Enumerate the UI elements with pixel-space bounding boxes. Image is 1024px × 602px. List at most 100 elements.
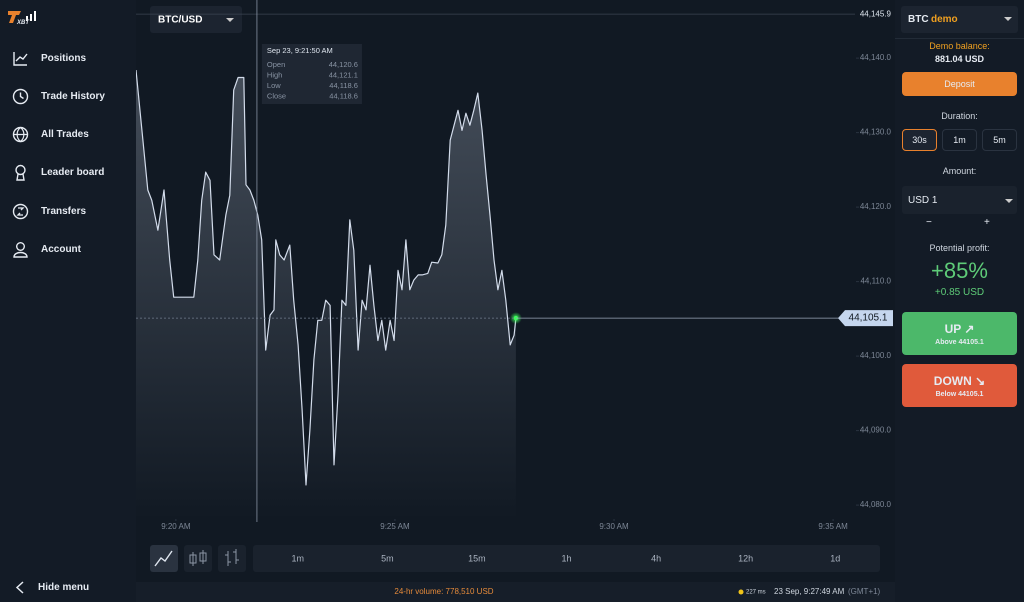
logo-mark (8, 11, 36, 23)
tooltip-value: 44,118.6 (329, 81, 358, 90)
profit-amount: +0.85 USD (934, 287, 985, 298)
tooltip-value: 44,118.6 (329, 91, 358, 100)
asset-select[interactable]: BTC demo (901, 6, 1018, 33)
amount-minus[interactable]: − (926, 217, 932, 228)
balance-label: Demo balance: (929, 41, 990, 51)
profit-percent: +85% (931, 258, 988, 283)
nav-item[interactable]: Positions (12, 48, 86, 68)
chart-type-bar[interactable] (218, 545, 246, 572)
nav-label: Transfers (41, 205, 87, 217)
x-tick-label: 9:35 AM (818, 522, 848, 531)
up-label: UP ↗ (944, 322, 975, 336)
deposit-button[interactable]: Deposit (902, 72, 1017, 96)
hide-menu-label: Hide menu (38, 581, 90, 593)
y-tick-label: 44,100.0 (860, 351, 892, 360)
logo-text: XBT (17, 20, 29, 26)
icon (12, 203, 29, 219)
price-tag-label: 44,105.1 (849, 313, 888, 324)
clock: 23 Sep, 9:27:49 AM (774, 587, 845, 596)
high-label: 44,145.9 (860, 9, 892, 18)
duration-option[interactable]: 1m (942, 129, 977, 151)
amount: USD 1 (908, 195, 938, 206)
nav-label: Positions (41, 52, 87, 64)
down-label: DOWN ↘ (933, 374, 986, 388)
account-type: demo (931, 14, 958, 25)
up-sub: Above 44105.1 (935, 339, 984, 346)
dropdown-icon (226, 18, 234, 22)
timeframe: 1m (292, 553, 305, 563)
down-sub: Below 44105.1 (935, 391, 984, 398)
timeframe: 4h (651, 553, 661, 563)
nav-label: Leader board (41, 166, 105, 178)
balance: 881.04 USD (934, 54, 985, 64)
nav-label: All Trades (41, 128, 89, 140)
nav-label: Account (41, 243, 81, 255)
nav-item[interactable]: All Trades (12, 124, 89, 144)
dropdown-icon (1005, 199, 1013, 203)
pair: BTC/USD (158, 15, 202, 26)
amount-select[interactable]: USD 1 (902, 186, 1017, 214)
nav-label: Trade History (41, 90, 105, 102)
icon (15, 164, 26, 181)
timeframe: 1d (830, 553, 840, 563)
profit-label: Potential profit: (929, 243, 990, 253)
trade-panel: BTC demo Demo balance: 881.04 USD Deposi… (895, 0, 1024, 602)
candle-icon (189, 550, 207, 566)
up-button[interactable]: UP ↗ Above 44105.1 (902, 312, 1017, 355)
icon (15, 580, 24, 594)
timeframe: 15m (468, 553, 486, 563)
dropdown-icon (1004, 17, 1012, 21)
nav-item[interactable]: Leader board (12, 162, 104, 182)
latency-dot (738, 589, 744, 595)
hide-menu[interactable]: Hide menu (14, 577, 89, 597)
chart-type-line[interactable] (150, 545, 178, 572)
status-bar (136, 582, 895, 602)
timeframe: 5m (381, 553, 394, 563)
icon (12, 126, 29, 142)
tooltip-field: Close (267, 91, 286, 100)
x-tick-label: 9:30 AM (599, 522, 629, 531)
timezone: (GMT+1) (848, 587, 881, 596)
nav-item[interactable]: Trade History (12, 86, 105, 106)
tooltip-field: Low (267, 81, 281, 90)
timeframe: 1h (561, 553, 571, 563)
chart-type-candle[interactable] (184, 545, 212, 572)
icon (13, 241, 28, 258)
y-tick-label: 44,090.0 (860, 426, 892, 435)
timeframe: 12h (738, 553, 753, 563)
y-tick-label: 44,110.0 (860, 277, 891, 286)
duration-option[interactable]: 5m (982, 129, 1017, 151)
x-tick-label: 9:20 AM (161, 522, 191, 531)
amount-plus[interactable]: + (984, 217, 990, 228)
line-icon (154, 550, 173, 567)
duration-label: Duration: (941, 111, 978, 121)
x-tick-label: 9:25 AM (380, 522, 410, 531)
icon (13, 51, 28, 66)
tooltip-time: Sep 23, 9:21:50 AM (267, 46, 333, 55)
tooltip-value: 44,120.6 (329, 60, 358, 69)
logo: XBT (8, 10, 38, 28)
y-tick-label: 44,080.0 (860, 500, 892, 509)
y-tick-label: 44,140.0 (860, 53, 892, 62)
tooltip-field: High (267, 70, 282, 79)
sidebar: XBT Positions Trade History All Trades L… (0, 0, 136, 602)
pair-select[interactable] (150, 6, 242, 33)
tooltip-field: Open (267, 60, 285, 69)
nav-item[interactable]: Account (12, 239, 81, 259)
price-line (135, 69, 517, 486)
divider (895, 38, 1024, 39)
tooltip (261, 44, 362, 104)
volume: 24-hr volume: 778,510 USD (394, 587, 493, 596)
icon (12, 88, 29, 104)
y-tick-label: 44,120.0 (860, 202, 892, 211)
y-tick-label: 44,130.0 (860, 128, 892, 137)
bar-icon (225, 549, 239, 566)
tooltip-value: 44,121.1 (329, 70, 358, 79)
price-tag (838, 310, 893, 327)
duration-option[interactable]: 30s (902, 129, 937, 151)
nav-item[interactable]: Transfers (12, 201, 86, 221)
timeframe-bar (253, 545, 880, 572)
down-button[interactable]: DOWN ↘ Below 44105.1 (902, 364, 1017, 407)
